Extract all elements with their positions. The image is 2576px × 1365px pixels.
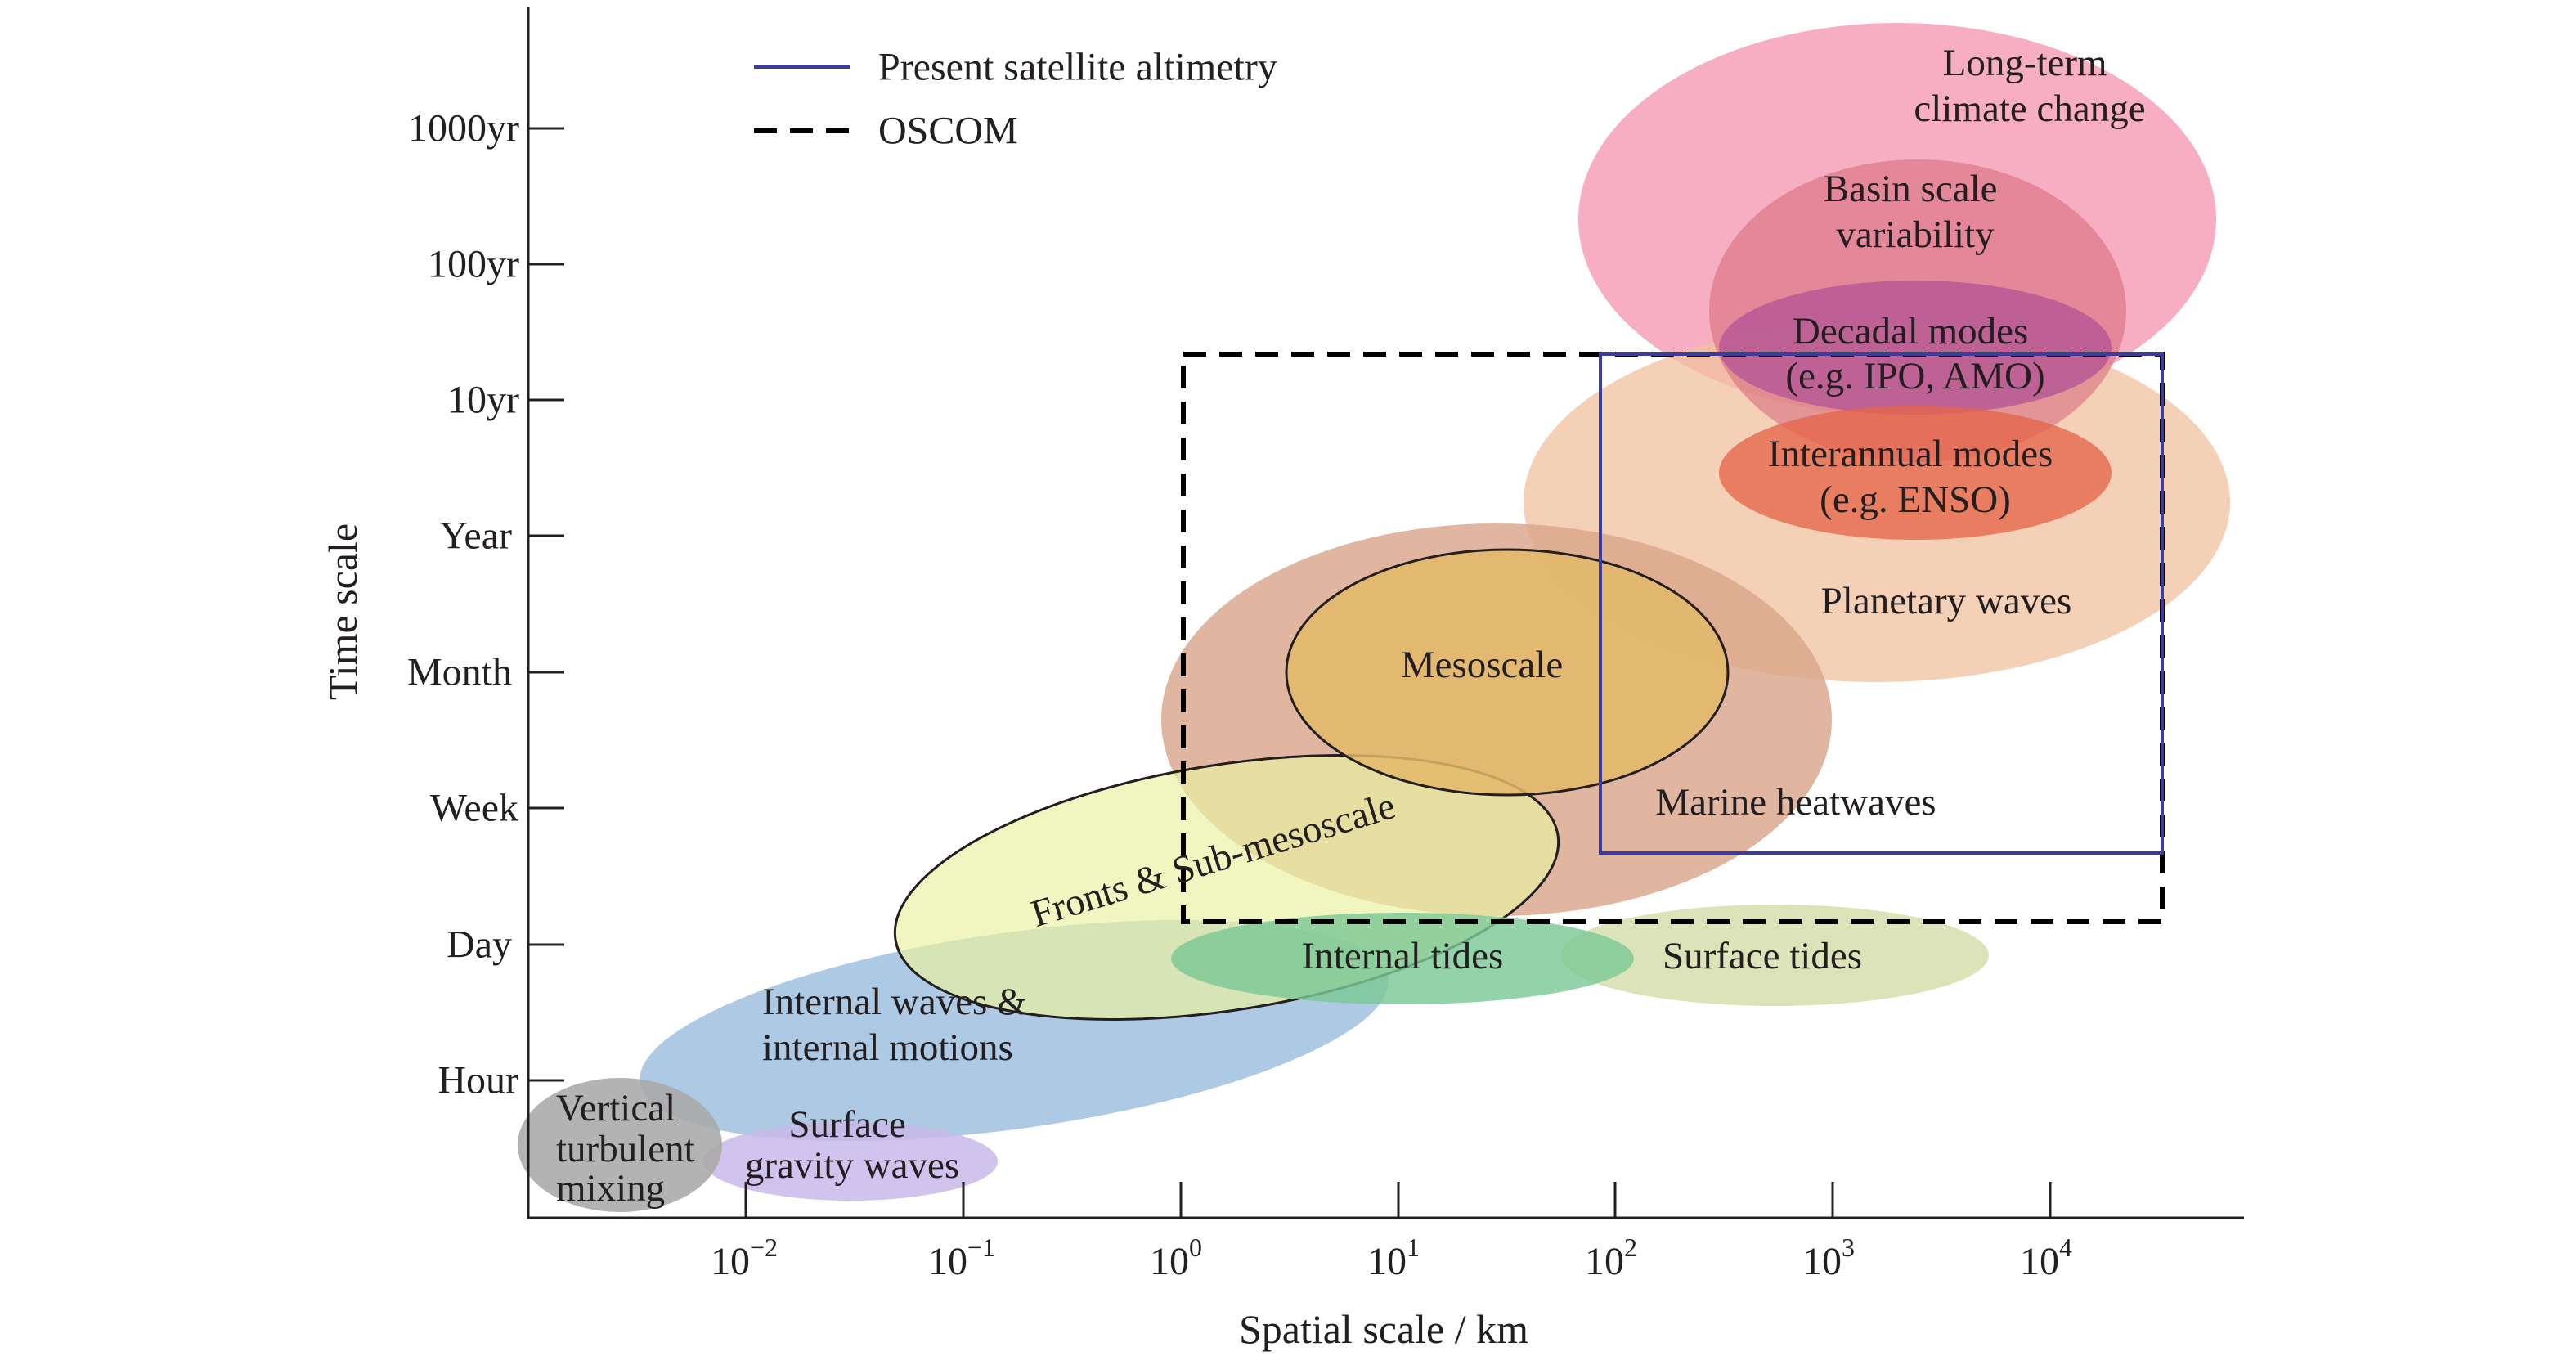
- x-tick: 10−1: [928, 1182, 995, 1283]
- x-ticks: 10−2 10−1 100 101 102 103 104: [711, 1182, 2072, 1283]
- label-mesoscale: Mesoscale: [1401, 644, 1563, 686]
- legend-label: Present satellite altimetry: [878, 46, 1277, 89]
- label-marine-heatwaves: Marine heatwaves: [1655, 781, 1936, 824]
- label-surface-tides: Surface tides: [1663, 935, 1862, 977]
- region-interannual-modes-shape: [1719, 406, 2112, 540]
- region-surface-tides-shape: [1560, 905, 1989, 1006]
- x-tick: 100: [1150, 1182, 1202, 1283]
- region-decadal-modes-shape: [1719, 281, 2112, 415]
- x-tick: 10−2: [711, 1182, 778, 1283]
- label-planetary-waves: Planetary waves: [1821, 580, 2072, 622]
- region-mesoscale-shape: [1285, 548, 1730, 797]
- region-surface-gravity-waves-shape: [703, 1122, 998, 1201]
- y-tick-label: Year: [440, 514, 512, 558]
- region-internal-tides-shape: [1171, 913, 1634, 1004]
- x-tick-label: 103: [1802, 1233, 1855, 1283]
- y-tick-label: Hour: [438, 1059, 518, 1102]
- y-tick-label: 100yr: [428, 243, 519, 286]
- y-tick-label: 1000yr: [408, 107, 519, 150]
- altimetry-box: [1599, 352, 2164, 855]
- label-internal-tides: Internal tides: [1302, 935, 1504, 977]
- y-tick: 100yr: [428, 243, 564, 286]
- x-tick: 101: [1367, 1182, 1420, 1283]
- label-internal-waves: Internal waves & internal motions: [762, 981, 1036, 1069]
- label-long-term-climate-change: Long-term climate change: [1914, 42, 2145, 130]
- x-tick: 103: [1802, 1182, 1855, 1283]
- y-tick-label: Day: [447, 923, 512, 967]
- label-vertical-turbulent-mixing: Vertical turbulent mixing: [556, 1087, 704, 1210]
- x-tick-label: 100: [1150, 1233, 1202, 1283]
- y-tick: Week: [430, 787, 564, 830]
- y-tick: Day: [447, 923, 564, 967]
- x-tick-label: 104: [2020, 1233, 2072, 1283]
- y-tick: 1000yr: [408, 107, 564, 150]
- y-tick-label: Week: [430, 787, 518, 830]
- y-tick: Month: [407, 651, 564, 694]
- x-axis-title: Spatial scale / km: [1239, 1306, 1528, 1352]
- y-axis-title: Time scale: [320, 523, 366, 700]
- label-basin-scale-variability: Basin scale variability: [1824, 168, 2008, 256]
- y-tick: Year: [440, 514, 564, 558]
- x-tick-label: 10−1: [928, 1233, 995, 1283]
- axes: [527, 7, 2244, 1219]
- legend-item-altimetry: Present satellite altimetry: [754, 46, 1277, 89]
- y-ticks: 1000yr 100yr 10yr Year Month Week Day H: [407, 107, 564, 1102]
- y-tick-label: 10yr: [447, 379, 519, 422]
- region-vertical-turbulent-mixing-shape: [518, 1078, 722, 1212]
- y-tick: 10yr: [447, 379, 564, 422]
- legend-label: OSCOM: [878, 110, 1018, 153]
- x-tick: 102: [1585, 1182, 1637, 1283]
- label-interannual-modes: Interannual modes (e.g. ENSO): [1768, 433, 2062, 521]
- y-tick: Hour: [438, 1059, 564, 1102]
- y-tick-label: Month: [407, 651, 512, 694]
- x-tick-label: 101: [1367, 1233, 1420, 1283]
- label-decadal-modes: Decadal modes (e.g. IPO, AMO): [1785, 310, 2044, 397]
- regions: [518, 23, 2230, 1212]
- x-tick-label: 10−2: [711, 1233, 778, 1283]
- label-surface-gravity-waves: Surface gravity waves: [745, 1103, 959, 1187]
- x-tick: 104: [2020, 1182, 2072, 1283]
- legend-item-oscom: OSCOM: [754, 110, 1018, 153]
- legend: Present satellite altimetry OSCOM: [754, 46, 1277, 153]
- x-tick-label: 102: [1585, 1233, 1637, 1283]
